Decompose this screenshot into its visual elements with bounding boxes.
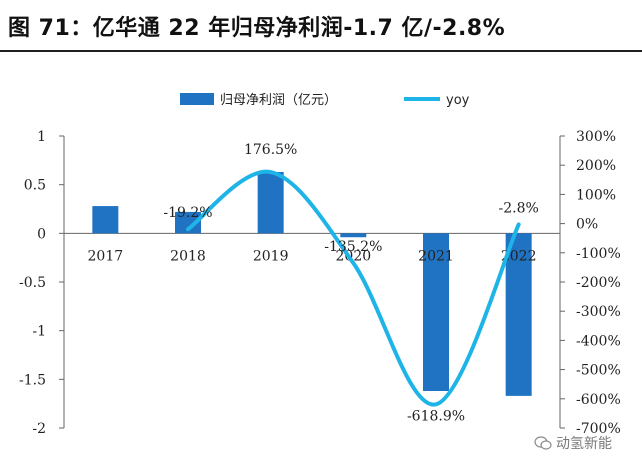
bar xyxy=(257,172,284,234)
right-tick-label: -700% xyxy=(576,421,621,437)
left-tick-label: -2 xyxy=(32,421,46,437)
yoy-data-label: 176.5% xyxy=(244,142,297,158)
left-tick-label: 0 xyxy=(37,226,46,242)
wechat-icon xyxy=(534,436,552,450)
category-label: 2018 xyxy=(170,248,206,264)
chart-title: 图 71：亿华通 22 年归母净利润-1.7 亿/-2.8% xyxy=(8,16,506,41)
right-tick-label: -100% xyxy=(576,246,621,262)
left-tick-label: 1 xyxy=(37,129,46,145)
bar xyxy=(92,206,119,234)
category-label: 2019 xyxy=(253,248,289,264)
bar xyxy=(505,233,532,396)
right-tick-label: -500% xyxy=(576,363,621,379)
right-tick-label: 100% xyxy=(576,187,616,203)
yoy-data-label: -2.8% xyxy=(499,200,539,216)
left-tick-label: 0.5 xyxy=(24,178,46,194)
yoy-line xyxy=(186,169,521,407)
yoy-data-label: -19.2% xyxy=(163,205,212,221)
bar xyxy=(340,233,367,238)
bar-series xyxy=(92,172,532,396)
yoy-data-label: -618.9% xyxy=(407,408,465,424)
yoy-series xyxy=(186,169,521,407)
legend-bar-label: 归母净利润（亿元） xyxy=(220,93,337,108)
right-tick-label: -400% xyxy=(576,333,621,349)
left-axis: 1 0.5 0 -0.5 -1 -1.5 -2 xyxy=(19,129,560,437)
legend-line-label: yoy xyxy=(446,93,470,108)
left-tick-label: -0.5 xyxy=(19,275,46,291)
bar xyxy=(175,211,201,234)
right-tick-label: 300% xyxy=(576,129,616,145)
right-tick-label: 0% xyxy=(576,217,598,233)
right-tick-label: -600% xyxy=(576,392,621,408)
yoy-data-label: -135.2% xyxy=(324,239,382,255)
right-tick-label: 200% xyxy=(576,158,616,174)
bar xyxy=(423,233,449,392)
right-axis: 300% 200% 100% 0% -100% -200% -300% -400% -500% -… xyxy=(559,129,621,437)
data-labels: -19.2% 176.5% -135.2% -618.9% -2.8% xyxy=(163,142,538,424)
legend-bar-swatch xyxy=(180,93,214,105)
left-tick-label: -1.5 xyxy=(19,372,46,388)
category-labels: 2017 2018 2019 2020 2021 2022 xyxy=(88,248,537,264)
legend: 归母净利润（亿元） yoy xyxy=(180,93,470,108)
right-tick-label: -200% xyxy=(576,275,621,291)
title-underline xyxy=(0,50,642,52)
category-label: 2017 xyxy=(88,248,124,264)
left-tick-label: -1 xyxy=(32,324,46,340)
watermark: 动氢新能 xyxy=(534,433,612,453)
category-label: 2021 xyxy=(418,248,454,264)
right-tick-label: -300% xyxy=(576,304,621,320)
watermark-text: 动氢新能 xyxy=(556,436,612,452)
